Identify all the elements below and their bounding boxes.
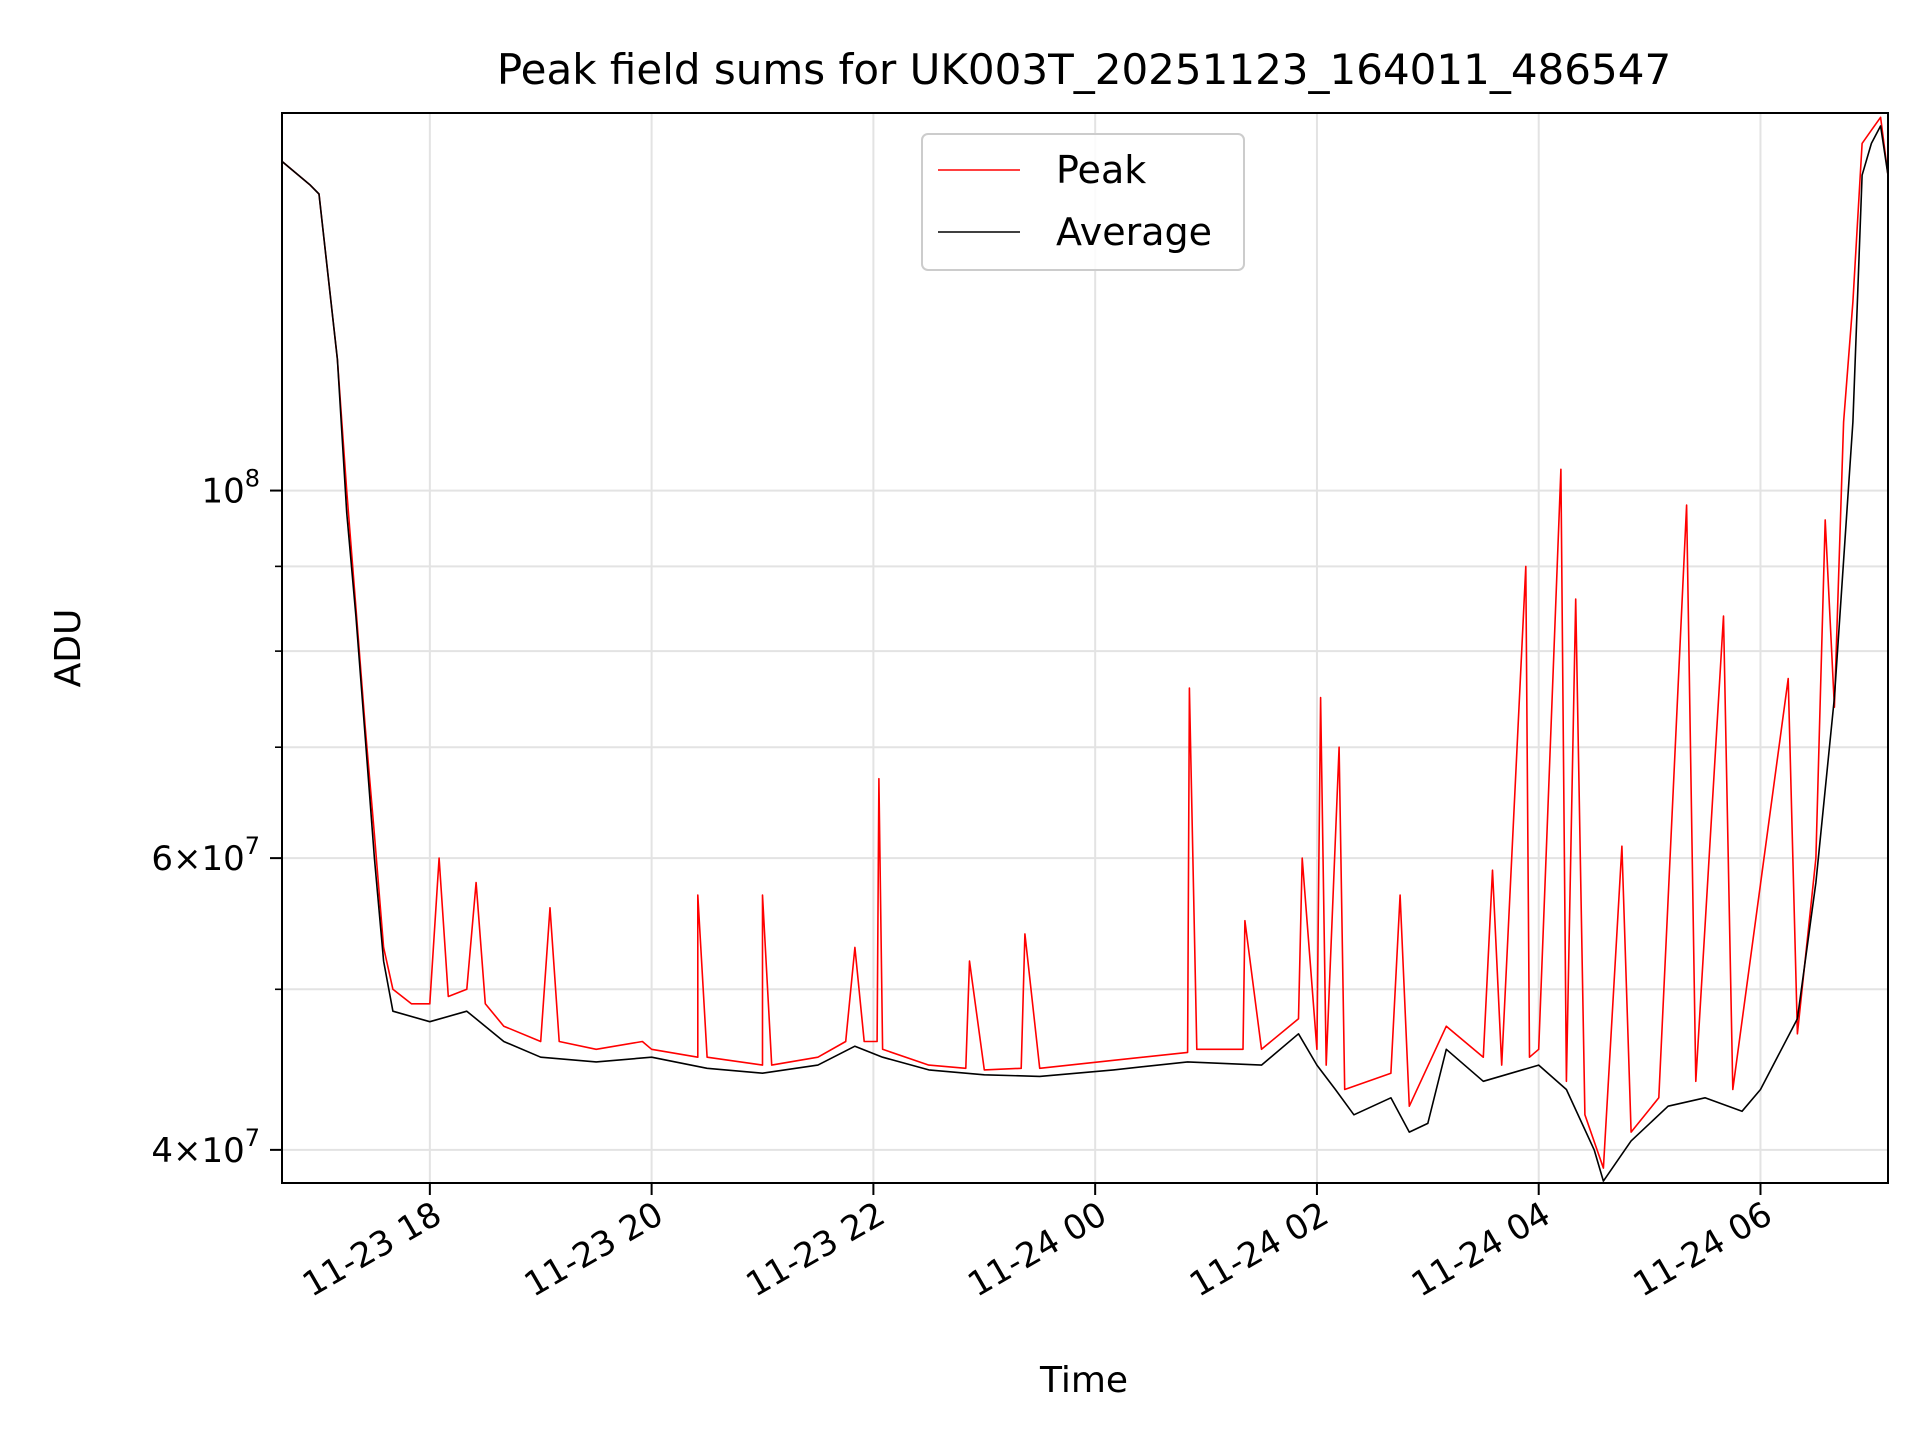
series-line-peak <box>282 116 1888 1169</box>
plot-frame <box>281 112 1889 1184</box>
grid <box>282 113 1888 1183</box>
chart-title: Peak field sums for UK003T_20251123_1640… <box>497 45 1671 94</box>
y-axis: 4×107 6×107 108 <box>151 465 282 1171</box>
legend-box <box>921 133 1245 271</box>
series-layer <box>282 116 1888 1182</box>
y-tick-label: 108 <box>201 465 260 512</box>
y-tick-label: 4×107 <box>151 1124 260 1171</box>
legend: Peak Average <box>921 133 1245 271</box>
legend-label-average: Average <box>1056 210 1212 254</box>
series-line-average <box>282 125 1888 1182</box>
y-axis-label: ADU <box>48 609 89 688</box>
legend-label-peak: Peak <box>1056 148 1146 192</box>
y-tick-label: 6×107 <box>151 832 260 879</box>
x-axis-label: Time <box>1039 1360 1128 1401</box>
